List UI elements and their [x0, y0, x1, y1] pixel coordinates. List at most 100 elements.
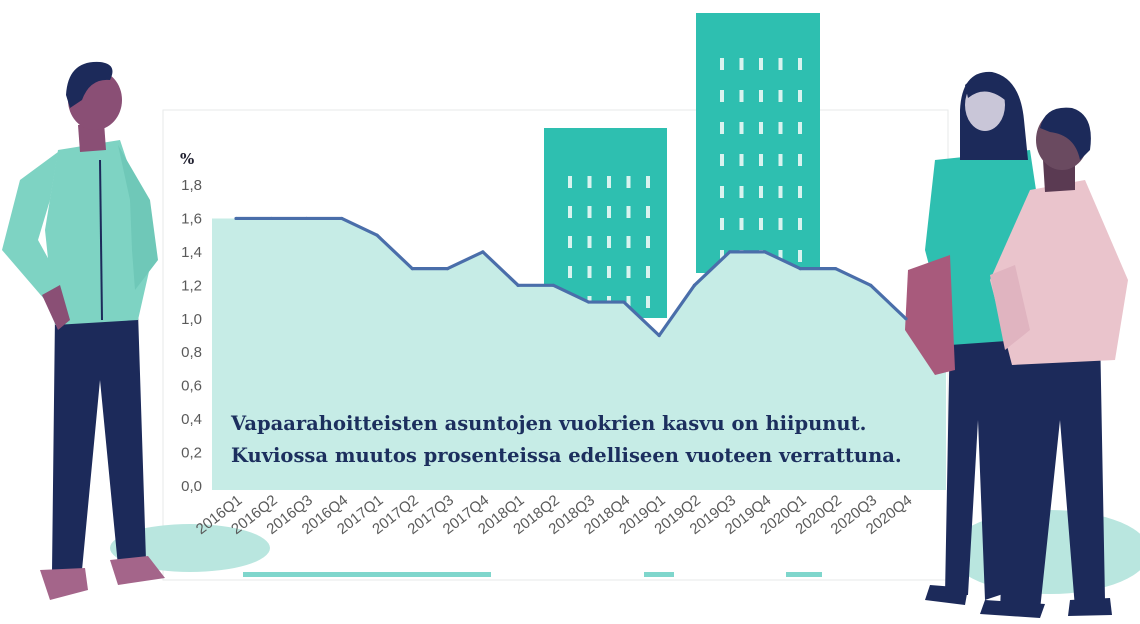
data-point-2019Q3 — [728, 250, 732, 254]
building-window — [798, 90, 802, 102]
data-point-2017Q1 — [375, 233, 379, 237]
building-window — [759, 58, 763, 70]
building-window — [626, 176, 631, 188]
building-window — [626, 296, 631, 308]
chart-annotation: Vapaarahoitteisten asuntojen vuokrien ka… — [231, 408, 931, 472]
building-window — [720, 122, 724, 134]
data-point-2020Q2 — [833, 267, 838, 271]
y-tick-label: 0,6 — [181, 378, 202, 395]
y-axis-ticks: 0,0 0,2 0,4 0,6 0,8 1,0 1,2 1,4 1,6 1,8 — [181, 177, 202, 495]
building-window — [778, 186, 783, 198]
building-window — [759, 218, 763, 230]
building-window — [607, 206, 611, 218]
bottom-strip-3 — [786, 572, 822, 577]
building-window — [587, 236, 592, 248]
building-left — [544, 128, 667, 318]
building-window — [568, 236, 572, 248]
building-window — [778, 154, 783, 166]
data-point-2017Q4 — [481, 250, 485, 254]
data-point-2017Q2 — [410, 267, 414, 271]
building-window — [798, 122, 802, 134]
building-window — [778, 122, 783, 134]
building-window — [759, 90, 763, 102]
data-point-2019Q1 — [657, 333, 661, 338]
y-tick-label: 1,6 — [181, 210, 202, 227]
building-window — [607, 236, 611, 248]
data-point-2019Q2 — [692, 283, 697, 287]
building-window — [720, 58, 724, 70]
y-axis-unit: % — [180, 150, 194, 168]
data-point-2018Q4 — [622, 300, 626, 304]
data-point-2020Q1 — [798, 267, 802, 271]
building-window — [739, 154, 744, 166]
data-point-2018Q1 — [516, 283, 520, 287]
building-window — [798, 186, 802, 198]
building-window — [778, 90, 783, 102]
annotation-line-1: Vapaarahoitteisten asuntojen vuokrien ka… — [231, 412, 867, 435]
y-tick-label: 1,4 — [181, 244, 202, 261]
series-area — [212, 218, 946, 490]
building-window — [607, 176, 611, 188]
building-window — [626, 206, 631, 218]
building-window — [626, 236, 631, 248]
y-tick-label: 1,0 — [181, 311, 202, 328]
building-window — [646, 206, 650, 218]
building-window — [646, 236, 650, 248]
y-tick-label: 1,8 — [181, 177, 202, 194]
building-window — [646, 296, 650, 308]
building-window — [778, 58, 783, 70]
building-window — [568, 266, 572, 278]
building-window — [568, 206, 572, 218]
building-window — [759, 186, 763, 198]
building-window — [720, 154, 724, 166]
building-window — [798, 250, 802, 262]
person-right-man-illustration — [980, 107, 1128, 618]
building-window — [759, 154, 763, 166]
building-window — [568, 176, 572, 188]
building-window — [626, 266, 631, 278]
building-window — [798, 154, 802, 166]
data-point-2016Q2 — [269, 216, 273, 221]
building-window — [739, 218, 744, 230]
building-window — [739, 90, 744, 102]
building-window — [646, 266, 650, 278]
data-point-2018Q2 — [551, 283, 555, 287]
building-window — [798, 218, 802, 230]
annotation-line-2: Kuviossa muutos prosenteissa edelliseen … — [231, 444, 902, 467]
series-line — [236, 216, 908, 338]
building-window — [759, 122, 763, 134]
building-window — [720, 250, 724, 262]
building-window — [720, 218, 724, 230]
data-point-2016Q1 — [234, 216, 238, 221]
data-point-2020Q4 — [904, 317, 908, 321]
building-window — [798, 58, 802, 70]
building-window — [778, 218, 783, 230]
y-tick-label: 0,0 — [181, 478, 202, 495]
building-window — [739, 186, 744, 198]
person-left-illustration — [2, 61, 165, 600]
building-window — [739, 122, 744, 134]
y-tick-label: 0,4 — [181, 411, 202, 428]
building-window — [587, 176, 592, 188]
bottom-strip-1 — [243, 572, 491, 577]
building-window — [607, 266, 611, 278]
y-tick-label: 0,8 — [181, 344, 202, 361]
y-tick-label: 1,2 — [181, 277, 202, 294]
building-right — [696, 13, 820, 273]
data-point-2020Q3 — [869, 283, 873, 287]
data-point-2017Q3 — [445, 267, 450, 271]
person-right-woman-illustration — [905, 71, 1045, 605]
building-window — [739, 58, 744, 70]
data-point-2016Q4 — [340, 216, 344, 221]
data-point-2016Q3 — [304, 216, 309, 221]
bottom-strip-2 — [644, 572, 674, 577]
building-window — [587, 266, 592, 278]
data-point-2018Q3 — [587, 300, 591, 304]
data-point-2019Q4 — [763, 250, 767, 254]
building-window — [778, 250, 783, 262]
building-window — [587, 206, 592, 218]
building-window — [646, 176, 650, 188]
y-tick-label: 0,2 — [181, 445, 202, 462]
